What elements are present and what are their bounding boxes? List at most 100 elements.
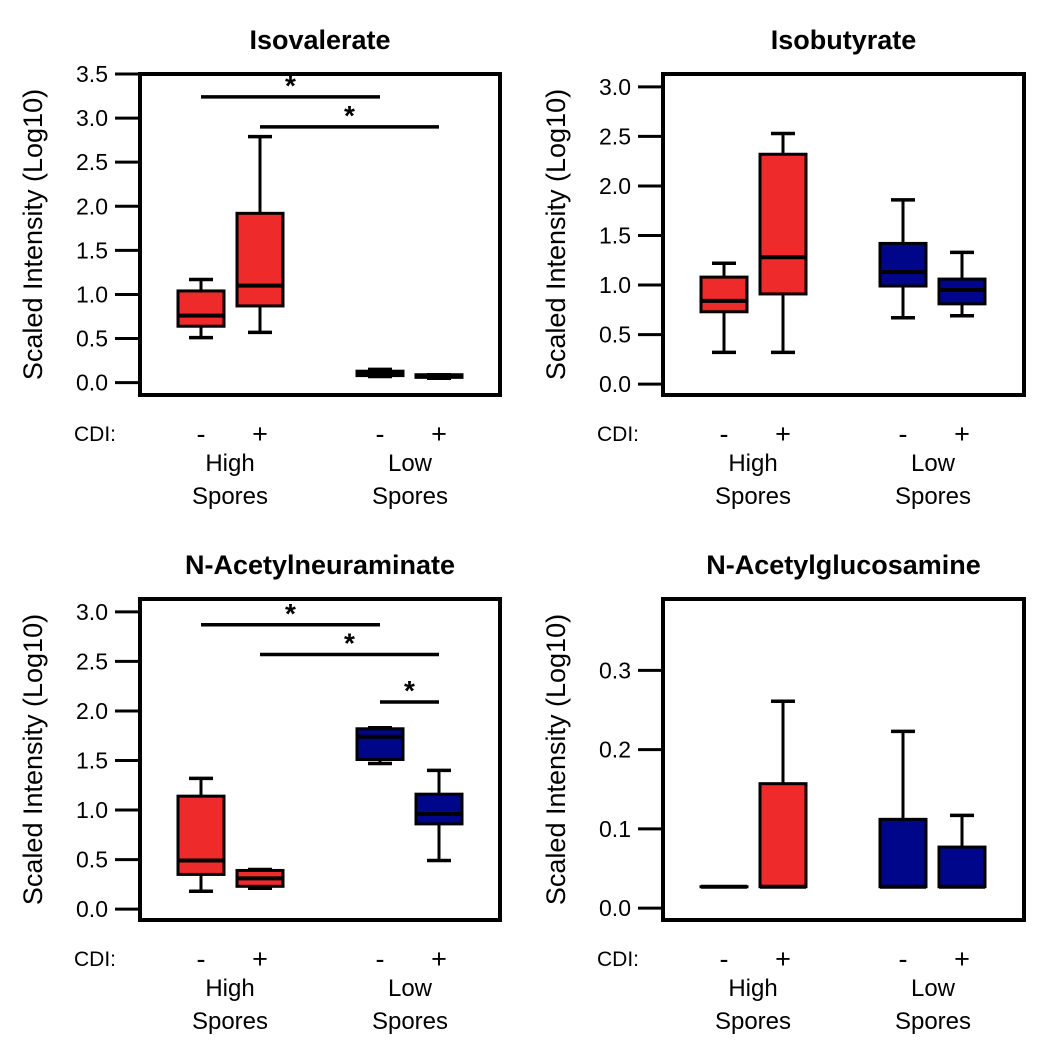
significance-star: * <box>285 70 296 101</box>
significance-star: * <box>344 627 355 658</box>
iqr-box <box>878 241 928 288</box>
box-low-spores-cdi-neg <box>355 367 405 379</box>
significance-star: * <box>404 675 415 706</box>
cdi-label: CDI: <box>74 948 116 971</box>
group-label: High <box>728 450 777 477</box>
y-tick-label: 3.0 <box>76 599 108 625</box>
y-tick-label: 1.5 <box>76 237 108 263</box>
significance-star: * <box>344 100 355 131</box>
cdi-sign: + <box>252 419 268 449</box>
box-low-spores-cdi-neg <box>355 726 405 766</box>
group-label: Spores <box>895 483 971 510</box>
group-label: Low <box>911 975 956 1002</box>
y-tick-label: 0.2 <box>599 737 631 763</box>
group-label: High <box>205 450 254 477</box>
iqr-box <box>878 817 928 889</box>
box-high-spores-cdi-pos <box>235 867 285 891</box>
y-tick-label: 0.1 <box>599 816 631 842</box>
iqr-box <box>758 152 808 296</box>
cdi-label: CDI: <box>597 423 639 446</box>
cdi-sign: - <box>720 419 729 449</box>
cdi-sign: - <box>899 419 908 449</box>
y-axis-label: Scaled Intensity (Log10) <box>541 89 571 380</box>
y-tick-label: 0.0 <box>599 895 631 921</box>
cdi-sign: - <box>376 419 385 449</box>
panel-2: Isobutyrate Scaled Intensity (Log10) 0.0 0.… <box>541 25 1026 510</box>
group-label: Spores <box>372 1008 448 1035</box>
y-tick-label: 0.0 <box>599 371 631 397</box>
iqr-box <box>699 275 749 314</box>
cdi-sign: - <box>720 944 729 974</box>
box-low-spores-cdi-pos <box>937 250 987 318</box>
cdi-sign: - <box>899 944 908 974</box>
y-tick-label: 1.0 <box>76 281 108 307</box>
iqr-box <box>176 289 226 328</box>
cdi-sign: + <box>431 944 447 974</box>
iqr-box <box>176 794 226 876</box>
group-label: High <box>728 975 777 1002</box>
cdi-sign: - <box>197 944 206 974</box>
y-tick-label: 2.5 <box>599 123 631 149</box>
cdi-sign: + <box>775 419 791 449</box>
group-label: Spores <box>192 483 268 510</box>
cdi-sign: + <box>954 944 970 974</box>
iqr-box <box>355 727 405 762</box>
y-tick-label: 0.0 <box>76 896 108 922</box>
cdi-sign: - <box>197 419 206 449</box>
group-label: Spores <box>192 1008 268 1035</box>
cdi-sign: + <box>775 944 791 974</box>
plot-frame <box>661 72 1026 397</box>
iqr-box <box>937 845 987 889</box>
y-axis-label: Scaled Intensity (Log10) <box>541 614 571 905</box>
y-tick-label: 1.5 <box>599 222 631 248</box>
cdi-sign: + <box>954 419 970 449</box>
y-tick-label: 0.5 <box>599 322 631 348</box>
cdi-sign: + <box>252 944 268 974</box>
cdi-label: CDI: <box>74 423 116 446</box>
y-tick-label: 2.5 <box>76 648 108 674</box>
cdi-sign: - <box>376 944 385 974</box>
plot-frame <box>138 597 502 922</box>
iqr-box <box>414 792 464 826</box>
group-label: Low <box>911 450 956 477</box>
box-high-spores-cdi-neg <box>699 261 749 355</box>
box-low-spores-cdi-neg <box>878 198 928 320</box>
y-tick-label: 2.0 <box>76 698 108 724</box>
chart-title: N-Acetylglucosamine <box>706 550 981 580</box>
box-low-spores-cdi-pos <box>414 768 464 863</box>
y-tick-label: 3.0 <box>76 105 108 131</box>
y-tick-label: 2.0 <box>76 193 108 219</box>
box-high-spores-cdi-pos <box>758 131 808 355</box>
y-tick-label: 0.5 <box>76 326 108 352</box>
box-low-spores-cdi-pos <box>937 813 987 889</box>
significance-star: * <box>285 598 296 629</box>
y-tick-label: 1.5 <box>76 747 108 773</box>
box-high-spores-cdi-pos <box>235 134 285 335</box>
cdi-sign: + <box>431 419 447 449</box>
y-axis-label: Scaled Intensity (Log10) <box>18 89 48 380</box>
panel-1: Isovalerate Scaled Intensity (Log10) 0.0 0.… <box>18 25 502 510</box>
box-high-spores-cdi-neg <box>176 277 226 340</box>
group-label: Spores <box>715 1008 791 1035</box>
cdi-label: CDI: <box>597 948 639 971</box>
y-tick-label: 0.3 <box>599 657 631 683</box>
panel-4: N-Acetylglucosamine Scaled Intensity (Log… <box>541 550 1026 1035</box>
chart-title: Isovalerate <box>249 25 390 55</box>
group-label: High <box>205 975 254 1002</box>
iqr-box <box>235 211 285 308</box>
y-tick-label: 3.5 <box>76 61 108 87</box>
group-label: Spores <box>895 1008 971 1035</box>
y-tick-label: 1.0 <box>76 797 108 823</box>
y-tick-label: 0.5 <box>76 847 108 873</box>
panel-3: N-Acetylneuraminate Scaled Intensity (Log… <box>18 550 502 1035</box>
plot-frame <box>661 597 1026 922</box>
box-high-spores-cdi-pos <box>758 699 808 889</box>
box-low-spores-cdi-pos <box>414 372 464 380</box>
y-tick-label: 2.5 <box>76 149 108 175</box>
chart-title: Isobutyrate <box>771 25 917 55</box>
plot-frame <box>138 72 502 397</box>
y-tick-label: 3.0 <box>599 74 631 100</box>
box-high-spores-cdi-neg <box>176 776 226 894</box>
y-tick-label: 1.0 <box>599 272 631 298</box>
